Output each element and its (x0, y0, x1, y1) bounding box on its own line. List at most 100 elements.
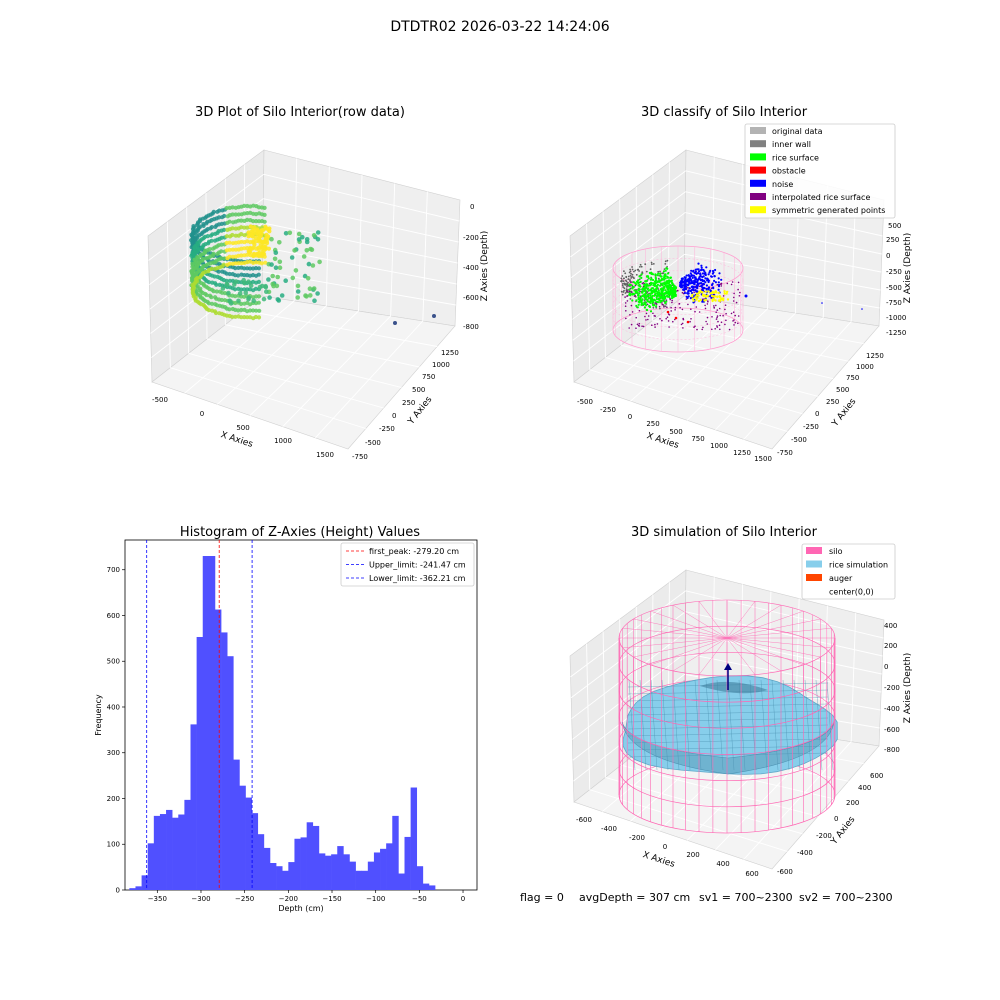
panel-raw-zlabel: Z Axies (Depth) (480, 231, 490, 302)
silo-spoke (672, 604, 728, 639)
z-tick-label: 400 (884, 622, 897, 630)
rice-surface-point (643, 301, 646, 305)
interpolated-point (641, 325, 643, 328)
interpolated-point (651, 324, 653, 327)
interpolated-point (713, 305, 715, 307)
rice-surface-point (666, 281, 669, 284)
rice-surface-point (636, 291, 639, 294)
mesh-line (738, 679, 746, 771)
data-point (269, 236, 274, 242)
rice-surface-point (670, 284, 673, 287)
interpolated-point (714, 328, 716, 330)
interpolated-point (680, 323, 683, 326)
grid-line (685, 212, 882, 255)
rice-surface-point (646, 283, 649, 286)
rice-surface-point (649, 278, 653, 281)
symmetric-point (707, 290, 710, 293)
rice-surface-point (641, 288, 644, 291)
histogram-bar (245, 797, 252, 890)
rice-surface-point (663, 286, 666, 289)
interpolated-point (693, 291, 695, 294)
rice-surface-point (640, 295, 643, 298)
interpolated-point (639, 290, 641, 293)
rice-surface-point (654, 273, 657, 276)
y-tick-label: -400 (797, 849, 813, 857)
noise-point (691, 276, 694, 279)
noise-point (697, 268, 700, 271)
data-point (251, 266, 256, 271)
legend-label: noise (772, 180, 793, 189)
inner-wall-point (627, 281, 629, 284)
inner-wall-point (625, 283, 627, 285)
interpolated-point (706, 303, 709, 305)
noise-point (713, 275, 716, 278)
noise-point (686, 296, 689, 300)
histogram-bar (318, 853, 326, 890)
interpolated-point (706, 316, 709, 319)
interpolated-point (661, 303, 664, 306)
interpolated-point (716, 283, 719, 286)
rice-surface-point (674, 286, 678, 289)
inner-wall-point (657, 277, 660, 280)
interpolated-point (731, 281, 734, 283)
data-point (305, 276, 311, 281)
data-point (242, 203, 247, 208)
noise-point (713, 279, 716, 282)
interpolated-point (633, 295, 636, 297)
inner-wall-point (624, 292, 627, 294)
data-point (221, 262, 226, 267)
data-point (262, 219, 267, 224)
interpolated-point (728, 328, 731, 331)
inner-wall-point (625, 276, 628, 279)
noise-point (686, 284, 690, 287)
legend-label: obstacle (772, 167, 806, 176)
legend-label: original data (772, 127, 823, 136)
data-point (273, 250, 279, 255)
rice-surface-point (638, 301, 641, 304)
silo-spoke (726, 637, 782, 672)
interpolated-point (644, 315, 646, 318)
histogram-bar (410, 787, 418, 890)
rice-surface-point (654, 277, 658, 280)
inner-wall-point (629, 268, 631, 271)
data-point (230, 247, 235, 252)
grid-line (601, 299, 713, 392)
rice-surface-point (666, 284, 670, 287)
histogram-bar (373, 852, 381, 890)
noise-point (717, 288, 720, 291)
rice-surface-point (635, 304, 638, 307)
inner-wall-point (631, 275, 633, 278)
interpolated-point (642, 282, 645, 284)
histogram-bar (294, 838, 301, 890)
inner-wall-point (629, 298, 632, 300)
rice-surface-point (659, 297, 662, 300)
panel-raw-z-ticks: 0 -200 -400 -600 -800 (463, 203, 479, 331)
interpolated-point (733, 296, 735, 299)
rice-surface-point (657, 272, 660, 275)
noise-point (683, 291, 687, 295)
inner-wall-point (634, 269, 637, 272)
symmetric-point (722, 298, 725, 302)
interpolated-point (630, 323, 633, 326)
interpolated-point (737, 281, 740, 284)
noise-point (714, 281, 718, 284)
legend-swatch (750, 153, 766, 161)
histogram-bar (166, 809, 173, 890)
obstacle-point (674, 316, 678, 320)
rice-surface-point (637, 297, 640, 300)
data-point (277, 265, 283, 271)
rice-surface-point (650, 272, 653, 275)
grid-line (684, 232, 882, 273)
noise-point (685, 285, 688, 288)
rice-surface-point (668, 286, 671, 289)
silo-spoke (650, 637, 728, 666)
interpolated-point (678, 303, 680, 305)
x-tick-label: 0 (628, 413, 632, 421)
z-tick-label: -1250 (886, 329, 906, 337)
grid-line (630, 304, 741, 402)
legend-swatch (750, 179, 766, 187)
interpolated-point (718, 324, 721, 327)
interpolated-point (733, 292, 735, 295)
data-point (315, 230, 321, 235)
interpolated-point (629, 314, 631, 316)
